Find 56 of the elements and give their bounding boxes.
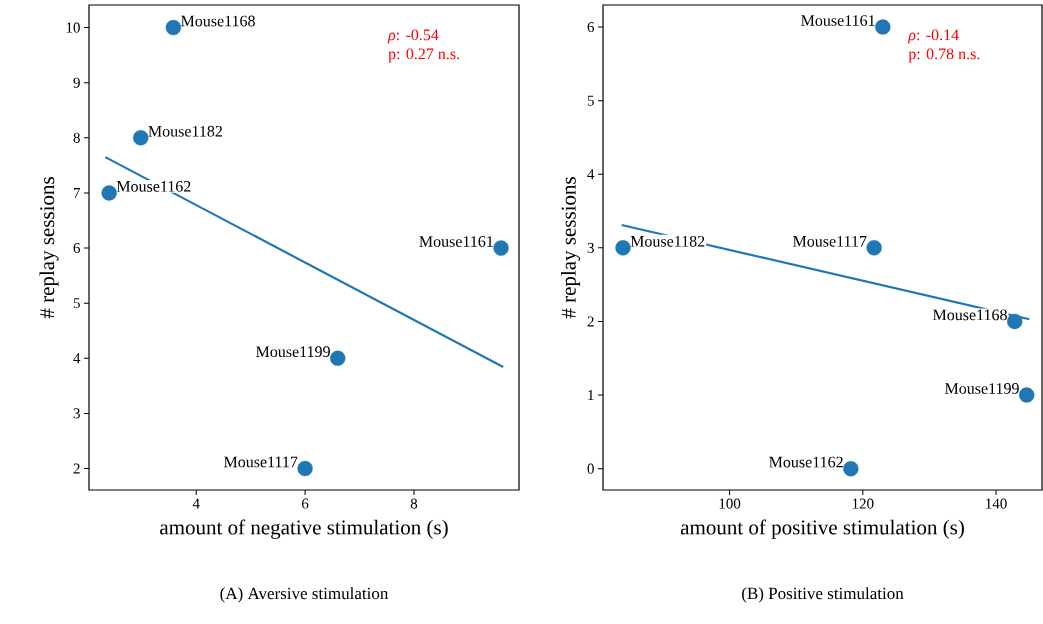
point: [615, 240, 631, 256]
y-axis-title: # replay sessions: [561, 177, 581, 319]
point: [875, 19, 891, 35]
data-label: Mouse1199: [944, 383, 1019, 394]
data-label: Mouse1161: [801, 15, 875, 26]
text: (A) Aversive stimulation: [220, 587, 389, 603]
point: [165, 19, 182, 36]
x-axis-title: amount of positive stimulation (s): [680, 519, 964, 539]
data-label: Mouse1182: [630, 235, 705, 247]
point: [1019, 387, 1035, 403]
data-label: Mouse1161: [419, 236, 493, 247]
y-tick-label: 10: [66, 22, 80, 33]
y-tick-label: 1: [588, 390, 594, 401]
y-axis-title: # replay sessions: [39, 177, 59, 319]
data-label: Mouse1162: [769, 456, 843, 468]
annotation: p: 0.27 n.s.: [388, 48, 459, 63]
x-axis-title: amount of negative stimulation (s): [160, 519, 448, 539]
y-tick-label: 3: [587, 242, 594, 253]
x-tick-label: 140: [986, 498, 1007, 509]
x-tick-label: 120: [852, 498, 874, 509]
data-label: Mouse1182: [148, 125, 222, 137]
annotation: p: 0.78 n.s.: [908, 48, 980, 63]
y-tick-label: 7: [73, 188, 81, 198]
y-tick-label: 6: [587, 22, 595, 33]
y-tick-label: 8: [73, 132, 80, 143]
point: [866, 240, 882, 256]
data-label: Mouse1168: [933, 309, 1007, 321]
point: [101, 185, 117, 201]
y-tick-label: 2: [587, 316, 594, 327]
annotation: ρ: -0.54: [387, 29, 439, 44]
data-label: Mouse1117: [793, 235, 867, 247]
y-tick-label: 0: [587, 463, 594, 474]
y-tick-label: 6: [73, 243, 81, 254]
point: [493, 240, 509, 256]
point: [330, 350, 346, 366]
x-tick-label: 4: [192, 498, 200, 509]
data-label: Mouse1199: [256, 346, 330, 358]
x-tick-label: 100: [719, 498, 741, 509]
data-label: Mouse1162: [116, 180, 191, 192]
y-tick-label: 9: [73, 77, 80, 88]
point: [297, 460, 313, 477]
y-tick-label: 5: [587, 95, 594, 106]
data-label: Mouse1117: [223, 456, 298, 468]
x-tick-label: 6: [301, 498, 309, 509]
x-tick-label: 8: [410, 498, 418, 509]
point: [1007, 313, 1023, 330]
y-tick-label: 5: [73, 298, 80, 309]
annotation: ρ: -0.14: [907, 29, 959, 44]
y-tick-label: 4: [73, 353, 81, 364]
y-tick-label: 2: [73, 463, 80, 474]
point: [843, 461, 859, 477]
text: (B) Positive stimulation: [742, 587, 904, 603]
point: [133, 130, 149, 146]
data-label: Mouse1168: [181, 15, 255, 27]
y-tick-label: 4: [587, 169, 595, 180]
y-tick-label: 3: [73, 408, 80, 419]
